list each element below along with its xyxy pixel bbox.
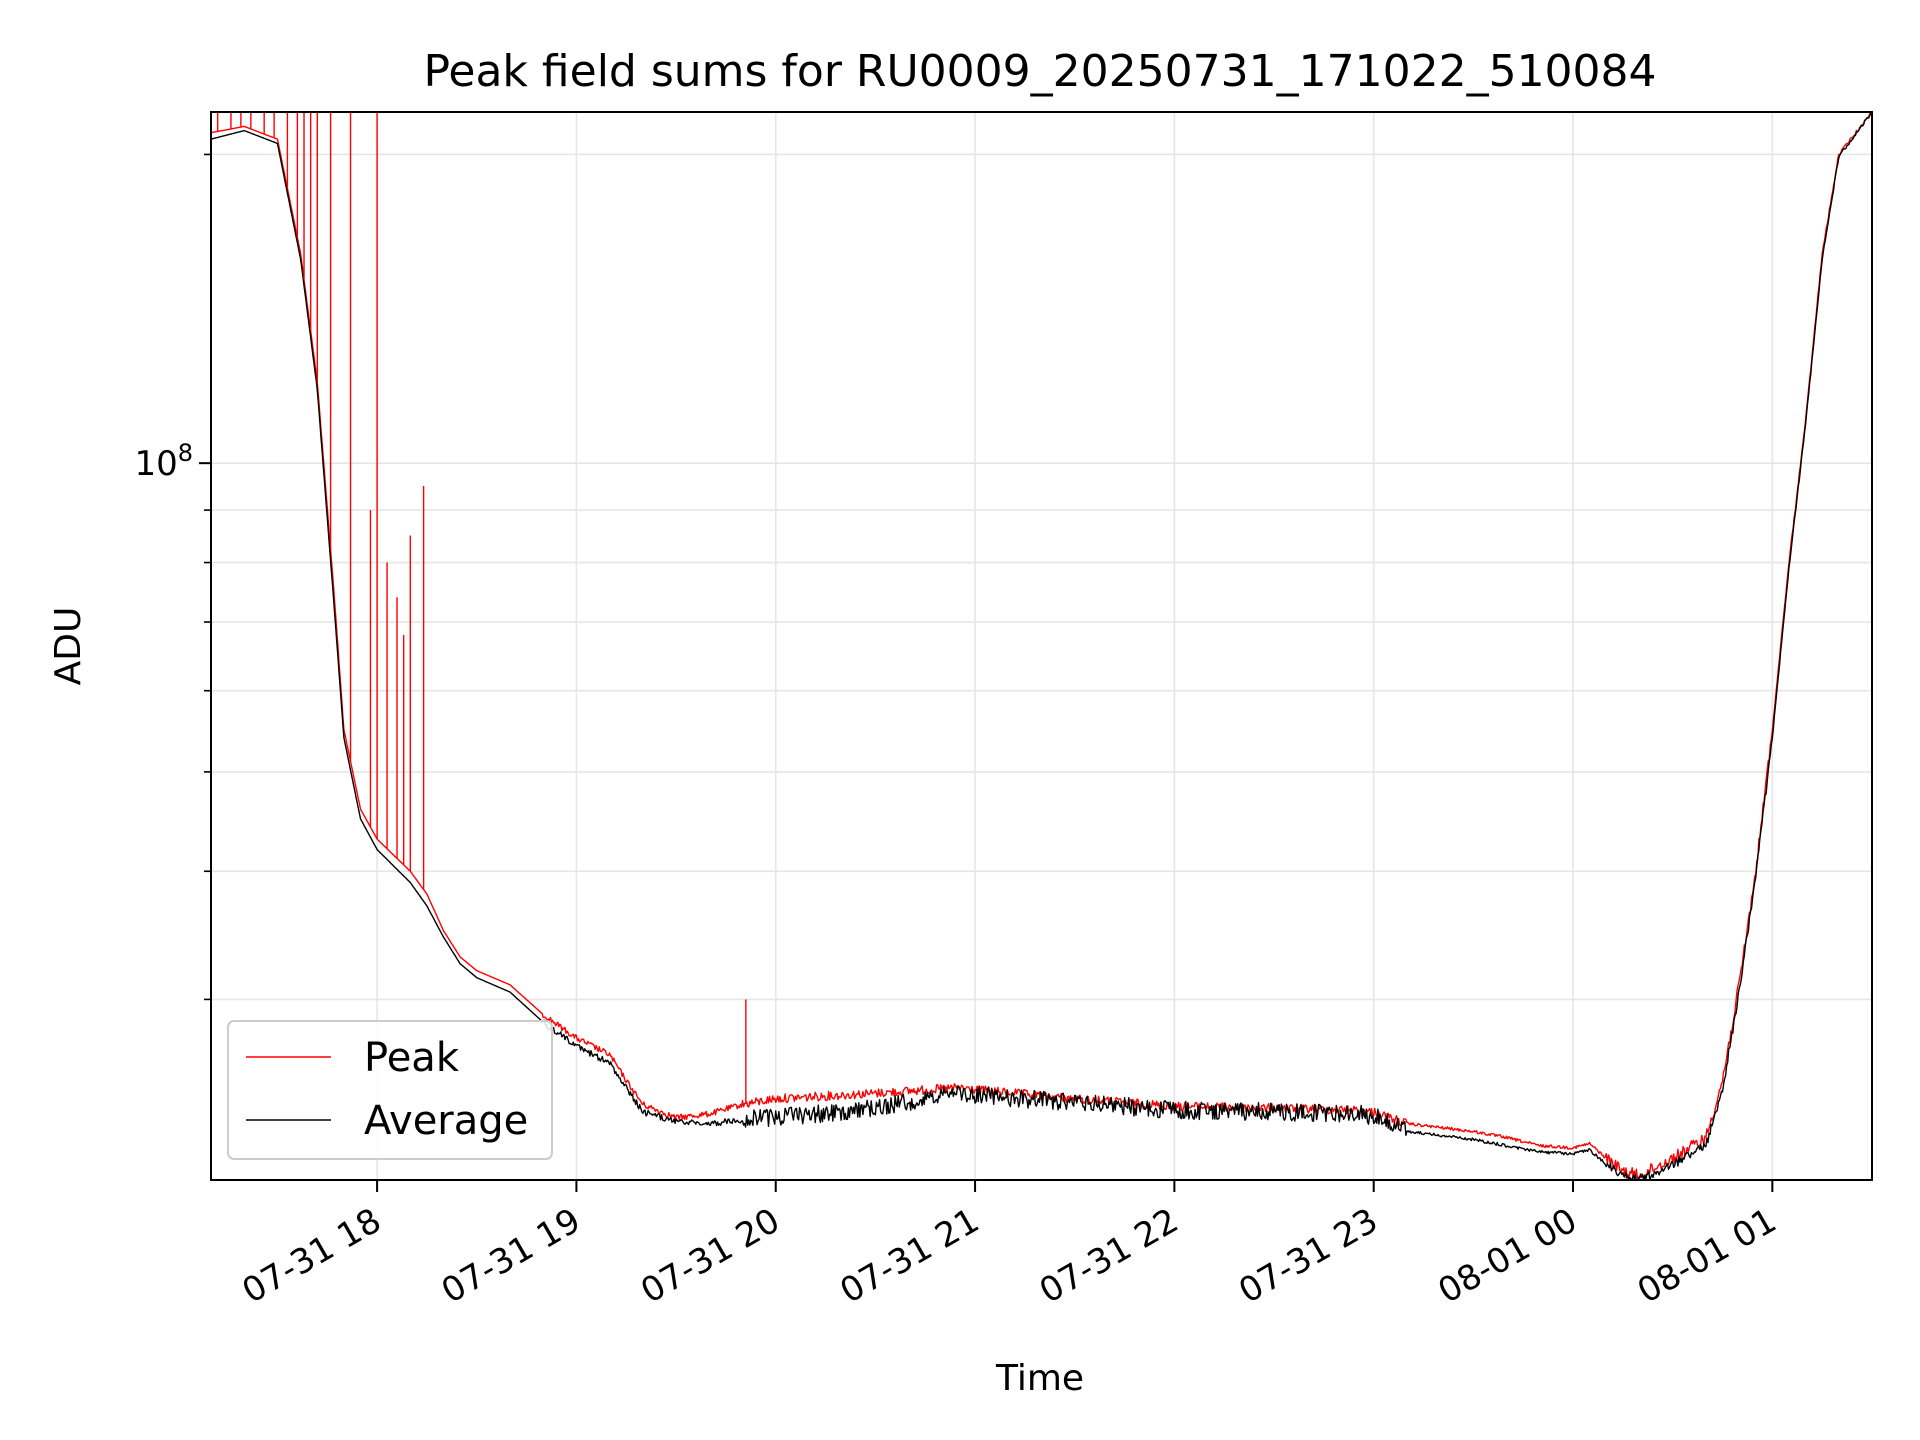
y-axis: 108 xyxy=(134,153,211,1001)
x-axis-label: Time xyxy=(995,1358,1084,1399)
legend-label-average: Average xyxy=(364,1098,528,1144)
y-tick-label: 108 xyxy=(134,439,193,484)
legend: Peak Average xyxy=(227,1020,553,1160)
plot-frame xyxy=(210,111,1873,1181)
legend-box xyxy=(227,1020,553,1160)
chart-title: Peak field sums for RU0009_20250731_1710… xyxy=(423,46,1656,97)
series-line-average xyxy=(210,111,1872,1181)
grid xyxy=(211,112,1872,1180)
y-axis-label: ADU xyxy=(48,607,89,686)
legend-label-peak: Peak xyxy=(364,1035,460,1081)
plot-lines xyxy=(210,111,1873,1181)
